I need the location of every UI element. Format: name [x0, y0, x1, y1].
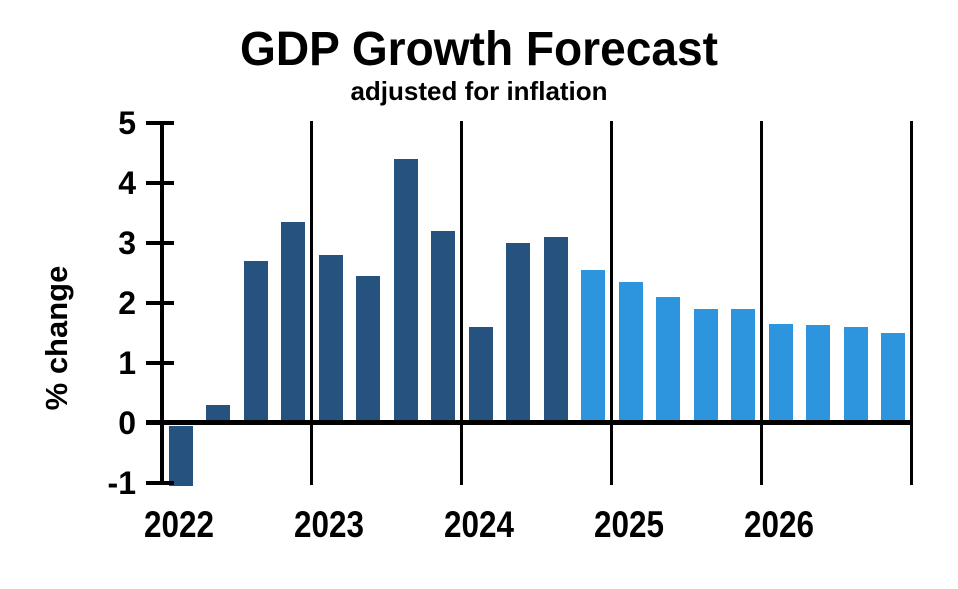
y-tick: [146, 301, 174, 305]
y-tick: [146, 361, 174, 365]
x-year-label: 2024: [444, 504, 514, 545]
x-year-label: 2022: [144, 504, 214, 545]
x-year-label: 2026: [744, 504, 814, 545]
bar-2023-q3: [393, 159, 418, 423]
year-separator-line: [460, 121, 463, 485]
bar-2022-q1: [168, 426, 193, 486]
bar-2025-q1: [618, 282, 643, 423]
bar-2022-q4: [281, 222, 306, 423]
zero-baseline: [146, 420, 912, 425]
bar-2024-q3: [543, 237, 568, 423]
bar-2026-q3: [843, 327, 868, 423]
y-tick-label: 2: [118, 285, 136, 321]
bar-2025-q2: [656, 297, 681, 423]
y-tick-label: 4: [118, 165, 136, 201]
bar-2022-q3: [243, 261, 268, 423]
bar-2025-q4: [731, 309, 756, 423]
year-separator-line: [760, 121, 763, 485]
y-tick-label: 3: [118, 225, 136, 261]
bar-2026-q1: [768, 324, 793, 423]
bar-2022-q2: [206, 405, 231, 423]
y-tick: [146, 241, 174, 245]
y-tick: [146, 181, 174, 185]
y-tick-label: 0: [118, 405, 136, 441]
bar-2025-q3: [693, 309, 718, 423]
x-year-label: 2023: [294, 504, 364, 545]
y-tick: [146, 121, 174, 125]
y-tick-label: -1: [107, 465, 136, 501]
bar-2024-q2: [506, 243, 531, 423]
chart-subtitle: adjusted for inflation: [350, 76, 608, 106]
year-separator-line: [910, 121, 913, 485]
chart-title: GDP Growth Forecast: [240, 23, 718, 76]
bar-2026-q2: [806, 325, 831, 423]
bar-2023-q4: [431, 231, 456, 423]
y-tick-label: 5: [118, 105, 136, 141]
bar-2026-q4: [881, 333, 906, 423]
year-separator-line: [310, 121, 313, 485]
bar-2024-q4: [581, 270, 606, 423]
year-separator-line: [610, 121, 613, 485]
bar-2023-q2: [356, 276, 381, 423]
y-tick-label: 1: [118, 345, 136, 381]
y-tick: [146, 421, 174, 425]
x-year-label: 2025: [594, 504, 664, 545]
bar-2023-q1: [318, 255, 343, 423]
bar-2024-q1: [468, 327, 493, 423]
y-tick: [146, 481, 174, 485]
